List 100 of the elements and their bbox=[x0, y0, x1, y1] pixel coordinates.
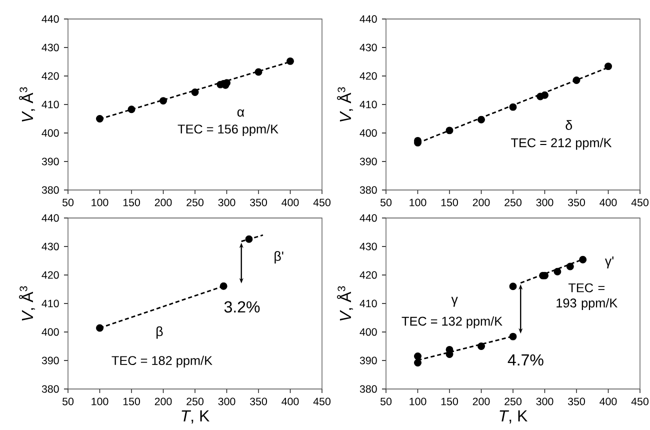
point bbox=[286, 57, 294, 65]
annotation: δ bbox=[566, 120, 572, 130]
x-tick-label: 400 bbox=[282, 198, 299, 206]
point bbox=[566, 262, 574, 270]
point bbox=[541, 91, 548, 99]
point bbox=[478, 116, 485, 124]
x-tick-label: 50 bbox=[62, 198, 74, 206]
y-tick-label: 390 bbox=[360, 158, 377, 166]
y-tick-label: 380 bbox=[42, 385, 59, 393]
x-tick-label: 250 bbox=[504, 198, 522, 206]
point bbox=[245, 235, 253, 243]
point bbox=[414, 352, 422, 360]
y-tick-label: 410 bbox=[360, 100, 377, 108]
point bbox=[509, 332, 517, 340]
y-tick-label: 420 bbox=[42, 72, 59, 80]
x-tick-label: 200 bbox=[472, 398, 490, 406]
y-tick-label: 400 bbox=[42, 328, 59, 336]
y-axis-title: V, Å$^{3}$ bbox=[336, 87, 354, 122]
y-tick-label: 380 bbox=[360, 385, 377, 393]
point bbox=[478, 342, 485, 350]
x-tick-label: 100 bbox=[410, 398, 426, 406]
annotation: TEC = 182 ppm/K bbox=[112, 356, 212, 368]
x-tick-label: 350 bbox=[250, 398, 267, 406]
x-tick-label: 100 bbox=[410, 198, 426, 206]
point bbox=[96, 115, 104, 122]
point bbox=[220, 282, 228, 290]
y-tick-label: 390 bbox=[360, 356, 377, 364]
annotation: TEC = 156 ppm/K bbox=[178, 124, 278, 136]
point bbox=[572, 76, 580, 84]
x-tick-label: 450 bbox=[631, 398, 648, 406]
y-tick-label: 380 bbox=[42, 186, 59, 194]
point bbox=[509, 103, 517, 111]
x-tick-label: 250 bbox=[504, 398, 522, 406]
x-tick-label: 150 bbox=[441, 398, 458, 406]
x-tick-label: 450 bbox=[631, 198, 648, 206]
y-tick-label: 390 bbox=[42, 158, 59, 166]
y-tick-label: 390 bbox=[42, 356, 59, 364]
point bbox=[554, 268, 562, 276]
x-tick-label: 300 bbox=[536, 398, 554, 406]
y-axis-title: V, Å$^{3}$ bbox=[18, 87, 36, 122]
y-tick-label: 400 bbox=[360, 129, 377, 137]
x-tick-label: 350 bbox=[568, 398, 585, 406]
y-tick-label: 420 bbox=[42, 271, 59, 279]
x-axis-title: T, K bbox=[182, 410, 210, 424]
x-tick-label: 250 bbox=[186, 398, 204, 406]
y-tick-label: 430 bbox=[42, 44, 59, 52]
x-tick-label: 300 bbox=[218, 398, 236, 406]
x-tick-label: 50 bbox=[380, 398, 392, 406]
y-tick-label: 430 bbox=[360, 242, 377, 250]
y-tick-label: 440 bbox=[42, 15, 59, 23]
annotation: γ' bbox=[604, 256, 614, 268]
y-axis-title: V, Å$^{3}$ bbox=[336, 286, 354, 321]
x-tick-label: 350 bbox=[250, 198, 267, 206]
y-tick-label: 420 bbox=[360, 271, 377, 279]
y-tick-label: 420 bbox=[360, 72, 377, 80]
y-tick-label: 440 bbox=[360, 15, 377, 23]
x-tick-label: 350 bbox=[568, 198, 585, 206]
y-tick-label: 440 bbox=[42, 214, 59, 222]
y-tick-label: 410 bbox=[42, 300, 59, 308]
x-tick-label: 450 bbox=[313, 398, 330, 406]
y-tick-label: 380 bbox=[360, 186, 377, 194]
x-tick-label: 300 bbox=[218, 198, 236, 206]
point bbox=[128, 106, 136, 114]
point bbox=[191, 88, 199, 96]
point bbox=[446, 126, 454, 134]
x-tick-label: 200 bbox=[472, 198, 490, 206]
point bbox=[579, 256, 587, 264]
y-tick-label: 430 bbox=[360, 44, 377, 52]
y-axis-title: V, Å$^{3}$ bbox=[18, 286, 36, 321]
x-tick-label: 400 bbox=[600, 398, 617, 406]
x-tick-label: 200 bbox=[154, 198, 172, 206]
point bbox=[509, 282, 517, 290]
x-tick-label: 450 bbox=[313, 198, 330, 206]
annotation: β' bbox=[274, 251, 284, 264]
x-tick-label: 150 bbox=[123, 198, 140, 206]
y-tick-label: 440 bbox=[360, 214, 377, 222]
y-tick-label: 430 bbox=[42, 242, 59, 250]
annotation: β bbox=[156, 326, 163, 339]
annotation: TEC = 132 ppm/K bbox=[402, 316, 502, 328]
x-tick-label: 300 bbox=[536, 198, 554, 206]
point bbox=[160, 97, 167, 105]
x-tick-label: 150 bbox=[123, 398, 140, 406]
x-tick-label: 100 bbox=[92, 198, 108, 206]
y-tick-label: 400 bbox=[42, 129, 59, 137]
annotation: TEC = 193 ppm/K bbox=[556, 283, 618, 310]
annotation: 4.7% bbox=[508, 354, 544, 366]
x-tick-label: 50 bbox=[62, 398, 74, 406]
point bbox=[96, 324, 104, 332]
annotation: 3.2% bbox=[224, 301, 260, 313]
point bbox=[414, 359, 422, 367]
x-tick-label: 400 bbox=[282, 398, 299, 406]
annotation: γ bbox=[451, 296, 458, 307]
x-tick-label: 200 bbox=[154, 398, 172, 406]
x-tick-label: 50 bbox=[380, 198, 392, 206]
point bbox=[254, 68, 262, 76]
x-tick-label: 100 bbox=[92, 398, 108, 406]
x-tick-label: 400 bbox=[600, 198, 617, 206]
annotation: TEC = 212 ppm/K bbox=[511, 138, 612, 150]
y-tick-label: 400 bbox=[360, 328, 377, 336]
point bbox=[604, 62, 612, 70]
